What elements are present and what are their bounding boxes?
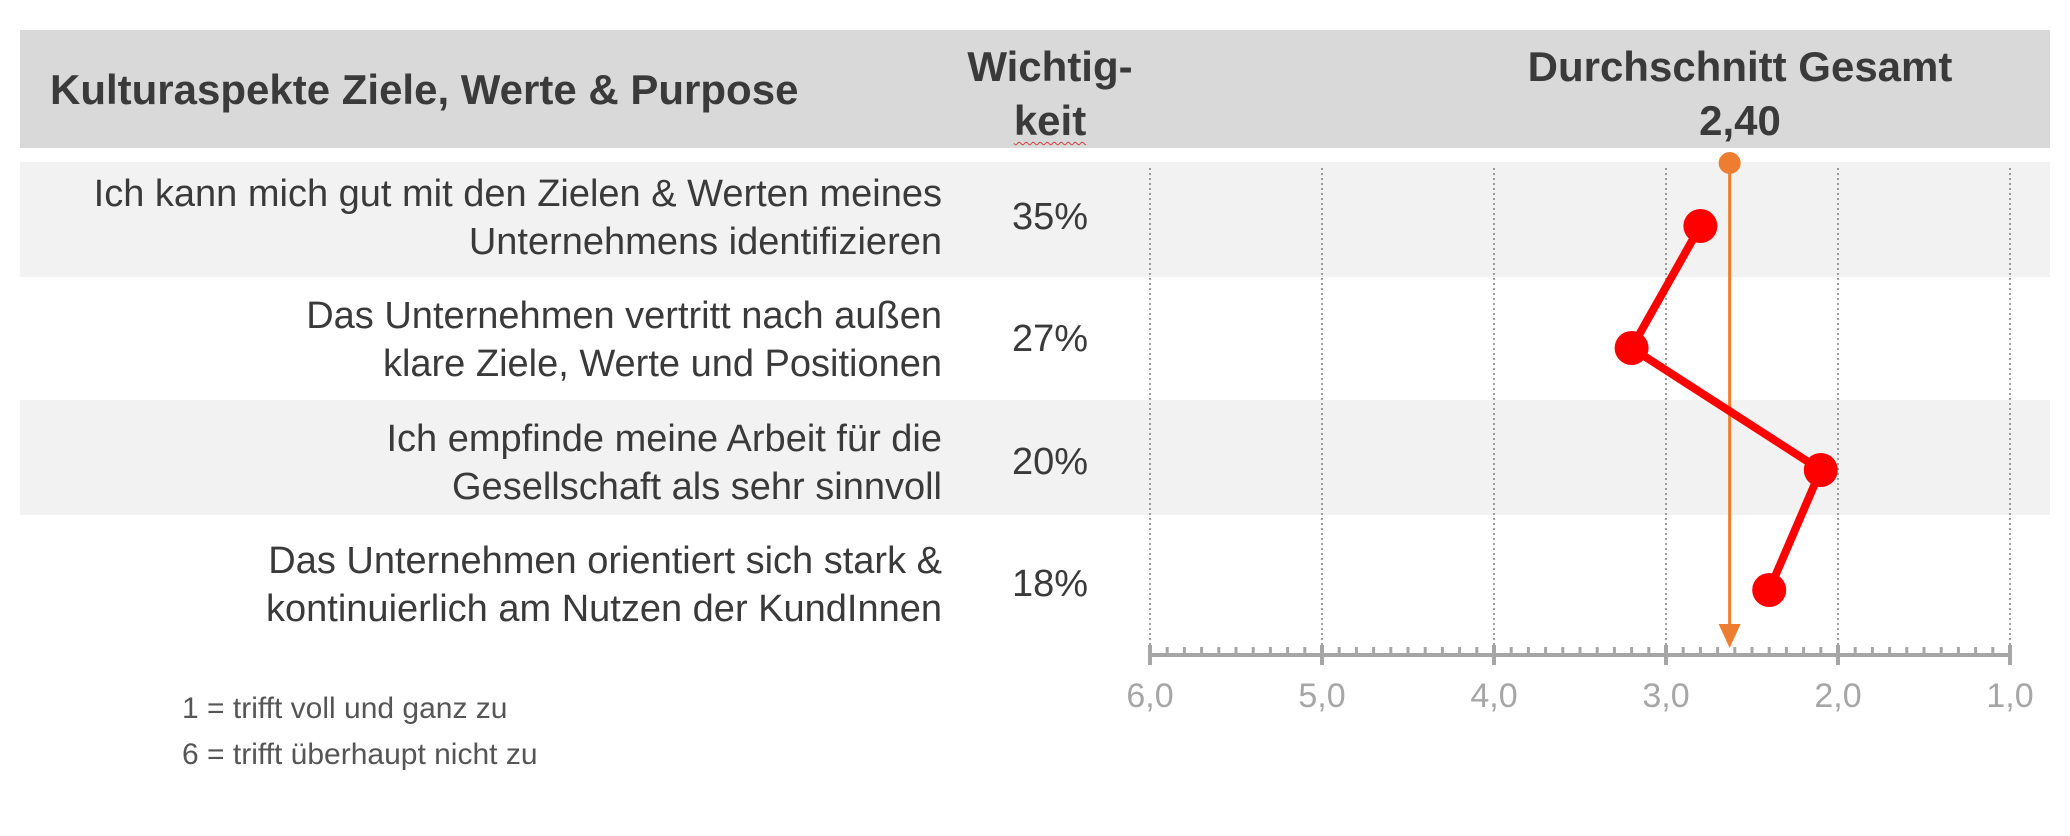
x-tick-label: 2,0: [1814, 677, 1861, 715]
row-label-2: Das Unternehmen vertritt nach außen klar…: [30, 292, 942, 388]
importance-header-line2: keit: [1013, 97, 1087, 144]
row-label-1: Ich kann mich gut mit den Zielen & Werte…: [30, 170, 942, 266]
importance-header: Wichtig- keit: [930, 40, 1170, 148]
row-label-2-line1: Das Unternehmen vertritt nach außen: [306, 295, 942, 337]
data-point: [1752, 573, 1787, 607]
x-tick-label: 3,0: [1642, 677, 1689, 715]
row-band-3: [20, 400, 2050, 515]
scale-note-1: 1 = trifft voll und ganz zu: [182, 692, 508, 725]
average-arrowhead: [1718, 624, 1741, 648]
average-header-label: Durchschnitt Gesamt: [1527, 43, 1953, 90]
average-line-start-dot: [1718, 152, 1741, 174]
importance-value-4: 18%: [1011, 563, 1089, 605]
average-header-value: 2,40: [1699, 97, 1781, 144]
x-tick-label: 1,0: [1986, 677, 2033, 715]
x-tick-label: 4,0: [1470, 677, 1517, 715]
row-label-3-line2: Gesellschaft als sehr sinnvoll: [452, 466, 942, 508]
row-label-2-line2: klare Ziele, Werte und Positionen: [382, 343, 942, 385]
importance-value-1: 35%: [1011, 196, 1089, 238]
average-header: Durchschnitt Gesamt 2,40: [1440, 40, 2040, 148]
row-label-3-line1: Ich empfinde meine Arbeit für die: [386, 418, 942, 460]
scale-note-2: 6 = trifft überhaupt nicht zu: [182, 738, 538, 771]
importance-header-line1: Wichtig-: [967, 43, 1133, 90]
page-title: Kulturaspekte Ziele, Werte & Purpose: [50, 66, 799, 113]
series-layer: [1614, 209, 1838, 607]
row-label-4-line2: kontinuierlich am Nutzen der KundInnen: [266, 588, 942, 630]
row-label-4-line1: Das Unternehmen orientiert sich stark &: [268, 540, 942, 582]
grid-layer: [1149, 168, 2011, 655]
row-label-1-line2: Unternehmens identifizieren: [468, 221, 942, 263]
x-tick-label: 6,0: [1126, 677, 1173, 715]
row-label-1-line1: Ich kann mich gut mit den Zielen & Werte…: [93, 173, 942, 215]
data-point: [1614, 331, 1649, 365]
row-label-4: Das Unternehmen orientiert sich stark & …: [30, 537, 942, 633]
importance-value-3: 20%: [1011, 441, 1089, 483]
series-line: [1627, 224, 1825, 592]
data-point: [1803, 453, 1838, 487]
row-label-3: Ich empfinde meine Arbeit für die Gesell…: [30, 415, 942, 511]
header-band: [20, 30, 2050, 148]
x-axis: 6,0 5,0 4,0 3,0 2,0 1,0: [1126, 645, 2034, 715]
average-marker: [1718, 152, 1741, 648]
x-tick-label: 5,0: [1298, 677, 1345, 715]
importance-value-2: 27%: [1011, 318, 1089, 360]
data-point: [1683, 209, 1718, 243]
